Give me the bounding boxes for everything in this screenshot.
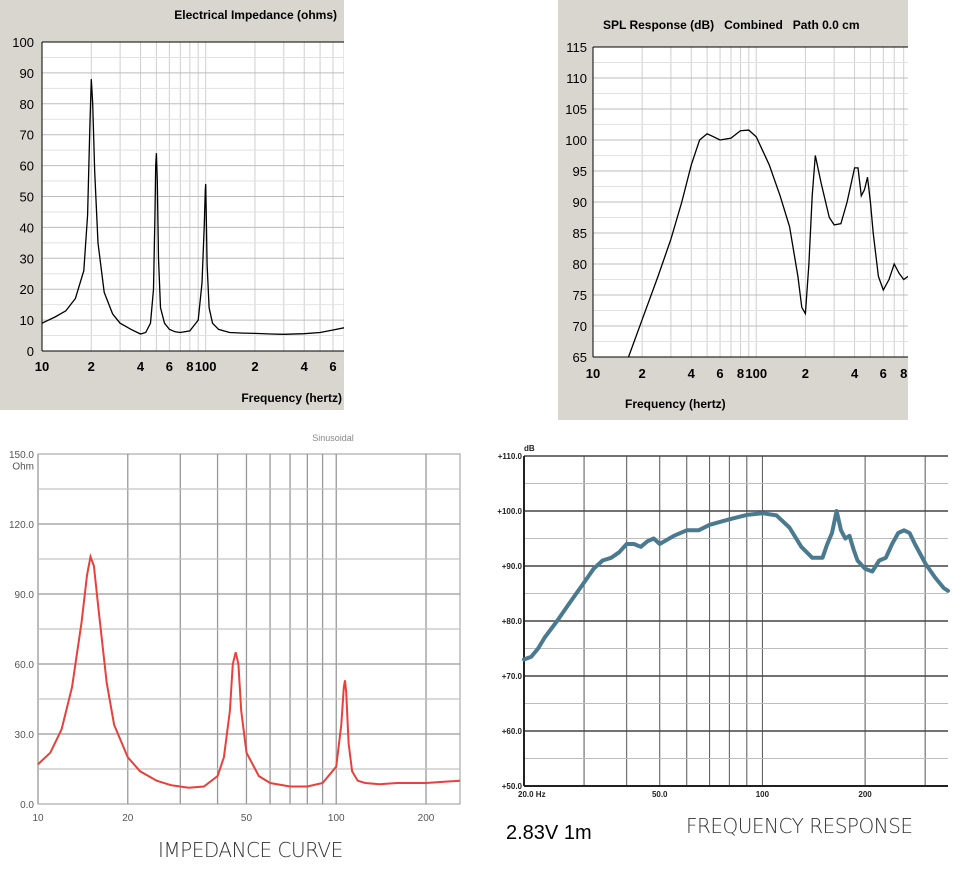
- impedance-caption: IMPEDANCE CURVE: [158, 838, 343, 862]
- y-tick-label: 85: [573, 226, 587, 241]
- x-tick-label: 100: [745, 366, 767, 381]
- x-tick-label: 50.0: [652, 790, 668, 799]
- x-tick-label: 6: [880, 366, 887, 381]
- y-tick-label: 80: [573, 257, 587, 272]
- frequency-caption: FREQUENCY RESPONSE: [686, 814, 913, 838]
- impedance-series-line: [41, 79, 345, 335]
- y-tick-label: 30: [20, 251, 34, 266]
- y-tick-label: +80.0: [502, 617, 523, 626]
- impedance-measured-panel: 0.0 30.0 60.0 90.0 120.0 150.0 Ohm 10 20 50 100 200…: [0, 428, 470, 828]
- chart-title: Electrical Impedance (ohms): [174, 8, 337, 22]
- y-tick-label: +50.0: [502, 782, 523, 791]
- x-tick-label: 4: [851, 366, 859, 381]
- x-tick-label: 2: [88, 359, 95, 374]
- x-tick-label: 2: [639, 366, 646, 381]
- x-tick-label: 100: [195, 359, 217, 374]
- frequency-measured-chart: +50.0 +60.0 +70.0 +80.0 +90.0 +100.0 +110.0dB 2…: [497, 444, 950, 799]
- y-tick-label: +90.0: [502, 562, 523, 571]
- y-tick-label: 115: [566, 40, 587, 55]
- x-tick-label: 4: [688, 366, 696, 381]
- x-tick-label: 2: [802, 366, 809, 381]
- y-tick-label: 0.0: [20, 800, 34, 811]
- x-axis-title: Frequency (hertz): [241, 391, 342, 405]
- spl-series-line: [627, 129, 909, 358]
- x-tick-label: 50: [241, 813, 253, 824]
- x-tick-label: 4: [137, 359, 145, 374]
- y-tick-label: 30.0: [15, 730, 35, 741]
- x-tick-label: 200: [418, 813, 435, 824]
- x-tick-label: 6: [166, 359, 173, 374]
- impedance-sim-panel: 0 10 20 30 40 50 60 70 80 90 100 10 2 4 6 8 100 2 4 6 Electr…: [0, 0, 345, 410]
- x-tick-label: 4: [301, 359, 309, 374]
- y-unit-label: dB: [524, 444, 535, 453]
- frequency-measured-line: [522, 509, 950, 662]
- y-tick-label: 110: [566, 71, 587, 86]
- y-tick-label: 90: [573, 195, 587, 210]
- y-tick-label: 80: [20, 97, 34, 112]
- x-axis-title: Frequency (hertz): [625, 397, 726, 411]
- y-tick-label: 65: [573, 350, 587, 365]
- y-tick-label: 70: [20, 128, 34, 143]
- voltage-caption: 2.83V 1m: [506, 822, 592, 844]
- x-tick-label: 100: [756, 790, 770, 799]
- y-tick-label: 70: [573, 319, 587, 334]
- y-tick-label: 50: [20, 190, 34, 205]
- y-tick-label: +110.0: [498, 452, 523, 461]
- y-tick-label: 95: [573, 164, 587, 179]
- y-tick-label: 20: [20, 282, 34, 297]
- y-unit-label: Ohm: [12, 462, 34, 473]
- x-tick-label: 6: [716, 366, 723, 381]
- x-tick-label: 20.0 Hz: [518, 790, 546, 799]
- x-tick-label: 100: [328, 813, 345, 824]
- x-tick-label: 8: [186, 359, 193, 374]
- impedance-measured-line: [37, 552, 461, 789]
- x-tick-label: 10: [32, 813, 44, 824]
- x-tick-label: 10: [35, 359, 49, 374]
- y-tick-label: +60.0: [502, 727, 523, 736]
- x-tick-label: 20: [122, 813, 134, 824]
- y-tick-label: 105: [565, 102, 587, 117]
- y-tick-label: 75: [573, 288, 587, 303]
- y-tick-label: 60.0: [15, 660, 35, 671]
- x-tick-label: 8: [737, 366, 744, 381]
- y-tick-label: 100: [12, 35, 34, 50]
- frequency-measured-panel: +50.0 +60.0 +70.0 +80.0 +90.0 +100.0 +110.0 dB 2…: [488, 430, 961, 800]
- y-tick-label: 40: [20, 220, 34, 235]
- y-tick-label: +100.0: [497, 507, 522, 516]
- y-tick-label: 150.0: [9, 450, 34, 461]
- y-tick-label: 100: [565, 133, 587, 148]
- y-tick-label: 120.0: [9, 520, 34, 531]
- y-tick-label: +70.0: [502, 672, 523, 681]
- x-tick-label: 8: [900, 366, 907, 381]
- spl-sim-panel: 65 70 75 80 85 90 95 100 105 110 115 10 2 4 6 8 100 2 4 6 8 S…: [558, 0, 909, 420]
- chart-title: Sinusoidal: [312, 433, 354, 443]
- y-tick-label: 60: [20, 159, 34, 174]
- x-tick-label: 10: [586, 366, 600, 381]
- y-tick-label: 90: [20, 66, 34, 81]
- y-tick-label: 90.0: [15, 590, 35, 601]
- y-tick-label: 10: [20, 313, 34, 328]
- chart-title: SPL Response (dB) Combined Path 0.0 cm: [603, 18, 860, 32]
- y-tick-label: 0: [27, 344, 34, 359]
- x-tick-label: 6: [329, 359, 336, 374]
- x-tick-label: 2: [251, 359, 258, 374]
- x-tick-label: 200: [858, 790, 872, 799]
